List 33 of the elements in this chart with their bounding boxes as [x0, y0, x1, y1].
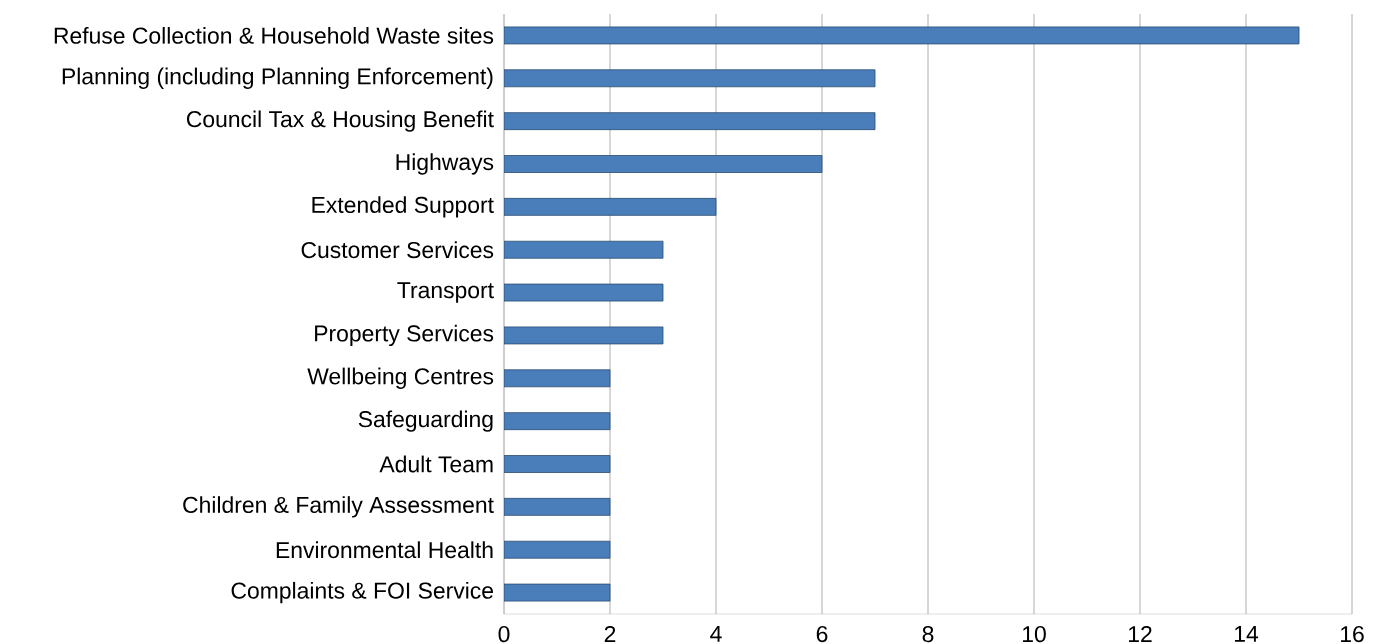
- bar: [504, 497, 611, 516]
- bar: [504, 197, 717, 216]
- x-tick-label: 12: [1129, 625, 1152, 642]
- y-tick-label: Refuse Collection & Household Waste sites: [54, 27, 494, 44]
- x-tick-label: 8: [922, 625, 934, 643]
- bar: [504, 69, 876, 88]
- bar: [504, 412, 611, 431]
- y-tick-label: Adult Team: [379, 455, 493, 473]
- y-tick-label: Property Services: [315, 324, 494, 347]
- bar: [504, 369, 611, 388]
- y-tick-label: Wellbeing Centres: [307, 367, 494, 389]
- bar: [504, 540, 611, 559]
- y-tick-label: Transport: [397, 282, 494, 303]
- y-tick-label: Highways: [396, 153, 494, 175]
- x-tick-label: 6: [816, 625, 828, 643]
- x-tick-label: 16: [1341, 625, 1364, 643]
- x-tick-label: 14: [1235, 625, 1259, 642]
- y-tick-label: Council Tax & Housing Benefit: [186, 110, 494, 132]
- y-tick-label: Complaints & FOI Service: [231, 581, 493, 604]
- x-tick-label: 4: [710, 625, 722, 642]
- bar: [504, 455, 611, 473]
- y-tick-label: Planning (including Planning Enforcement): [62, 67, 493, 89]
- y-tick-label: Customer Services: [301, 241, 494, 259]
- bar: [504, 240, 664, 259]
- bar: [504, 155, 823, 173]
- x-tick-label: 2: [604, 625, 616, 642]
- y-tick-label: Safeguarding: [358, 410, 493, 432]
- y-tick-label: Extended Support: [312, 196, 494, 218]
- y-tick-label: Children & Family Assessment: [183, 496, 494, 518]
- bar: [504, 112, 876, 131]
- x-tick-label: 10: [1023, 625, 1046, 643]
- x-tick-label: 0: [498, 625, 510, 643]
- y-tick-label: Environmental Health: [276, 541, 493, 559]
